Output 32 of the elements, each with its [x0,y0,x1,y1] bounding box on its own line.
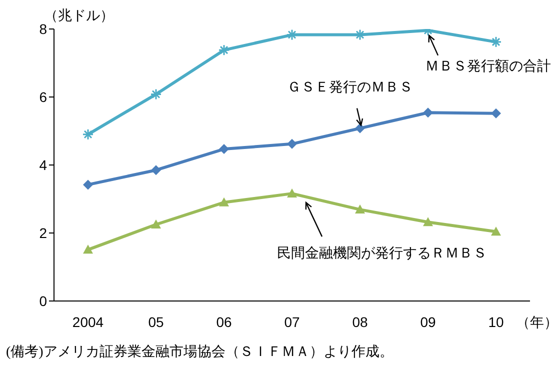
x-tick-label: 10 [488,314,504,330]
y-tick-label: 0 [39,292,48,309]
point [355,123,365,134]
point [491,108,501,118]
point [83,244,93,254]
y-axis-title: （兆ドル） [44,7,114,23]
x-tick-label: 05 [148,314,164,330]
y-tick-label: 2 [39,224,48,241]
series-label: ＧＳＥ発行のＭＢＳ [287,78,413,94]
x-tick-label: 06 [216,314,232,330]
point [83,180,93,190]
text: (備考)アメリカ証券業金融市場協会（ＳＩＦＭＡ）より作成。 [6,343,394,361]
point [423,108,433,118]
point [219,197,229,206]
point [287,138,297,149]
point [423,217,433,226]
point [151,165,161,176]
point [355,204,365,214]
series-label: 民間金融機関が発行するＲＭＢＳ [277,244,487,261]
x-axis-title: （年） [516,314,552,330]
y-tick-label: 4 [39,156,48,173]
y-tick-label: 6 [39,88,48,105]
x-tick-label: 2004 [72,314,104,330]
point [287,188,297,198]
y-tick-label: 8 [39,20,48,37]
point [219,144,229,154]
point [491,226,501,236]
series-label: ＭＢＳ発行額の合計 [425,57,551,74]
x-tick-label: 07 [284,314,300,330]
point [151,220,161,228]
x-tick-label: 09 [420,314,436,330]
x-tick-label: 08 [352,314,368,330]
